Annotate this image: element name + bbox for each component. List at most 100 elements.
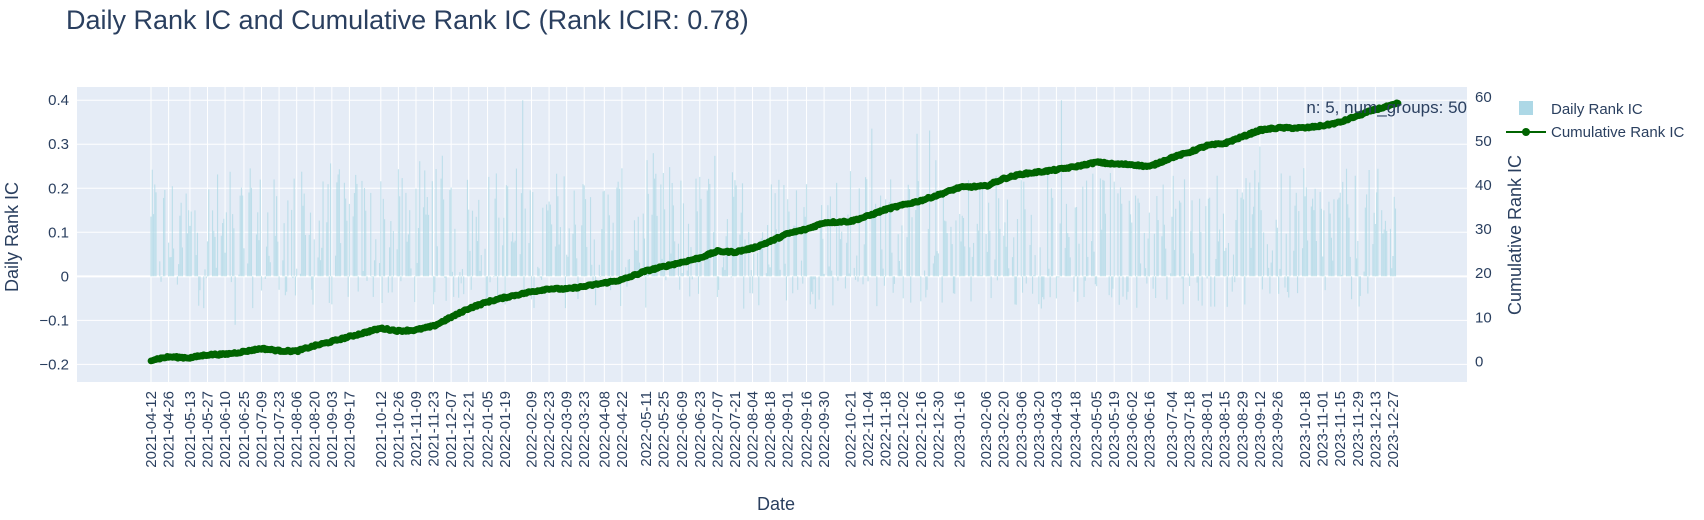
daily-ic-bar <box>1269 276 1271 294</box>
x-tick-label: 2023-03-06 <box>1013 391 1030 468</box>
daily-ic-bar <box>1073 276 1075 292</box>
daily-ic-bar <box>1303 168 1305 277</box>
daily-ic-bar <box>458 276 460 298</box>
daily-ic-bar <box>296 268 298 277</box>
daily-ic-bar <box>664 209 666 277</box>
x-tick-label: 2023-11-15 <box>1332 391 1349 467</box>
legend-item-cumulative-rank-ic[interactable]: Cumulative Rank IC <box>1506 124 1685 141</box>
daily-ic-bar <box>1034 255 1036 277</box>
daily-ic-bar <box>532 192 534 277</box>
daily-ic-bar <box>775 229 777 277</box>
daily-ic-bar <box>803 207 805 277</box>
daily-ic-bar <box>1359 276 1361 296</box>
x-tick-label: 2023-08-29 <box>1234 391 1251 468</box>
legend-swatch-bar <box>1519 101 1533 115</box>
daily-ic-bar <box>881 249 883 277</box>
daily-ic-bar <box>502 245 504 277</box>
legend-label-daily: Daily Rank IC <box>1551 101 1643 118</box>
daily-ic-bar <box>1078 243 1080 277</box>
daily-ic-bar <box>867 276 869 282</box>
daily-ic-bar <box>574 224 577 277</box>
daily-ic-bar <box>397 169 399 277</box>
daily-ic-bar <box>494 198 496 277</box>
legend-item-daily-rank-ic[interactable]: Daily Rank IC <box>1519 101 1643 118</box>
x-tick-label: 2023-03-20 <box>1031 391 1048 468</box>
daily-ic-bar <box>1067 233 1069 277</box>
daily-ic-bar <box>381 276 383 304</box>
daily-ic-bar <box>971 256 973 277</box>
daily-ic-bar <box>216 174 219 277</box>
y-left-tick-label: 0.2 <box>48 180 69 197</box>
daily-ic-bar <box>891 252 893 277</box>
daily-ic-bar <box>1374 223 1376 277</box>
daily-ic-bar <box>484 248 486 277</box>
x-tick-label: 2023-08-15 <box>1217 391 1234 468</box>
daily-ic-bar <box>1219 229 1221 277</box>
daily-ic-bar <box>185 193 187 277</box>
daily-ic-bar <box>1016 219 1019 277</box>
x-tick-label: 2023-11-29 <box>1350 391 1367 467</box>
y-right-tick-label: 10 <box>1475 309 1492 326</box>
daily-ic-bar <box>1312 198 1314 277</box>
daily-ic-bar <box>1280 173 1282 277</box>
daily-ic-bar <box>1122 276 1124 297</box>
daily-ic-bar <box>1268 267 1270 277</box>
daily-ic-bar <box>875 203 877 277</box>
daily-ic-bar <box>872 218 874 277</box>
daily-ic-bar <box>856 255 858 277</box>
daily-ic-bar <box>1153 233 1155 277</box>
daily-ic-bar <box>589 197 592 277</box>
daily-ic-bar <box>1055 276 1057 299</box>
daily-ic-bar <box>1367 276 1369 294</box>
daily-ic-bar <box>1323 210 1325 277</box>
daily-ic-bar <box>1276 227 1279 277</box>
daily-ic-bar <box>150 216 152 277</box>
daily-ic-bar <box>214 236 216 277</box>
daily-ic-bar <box>1084 276 1086 281</box>
daily-ic-bar <box>435 169 437 277</box>
daily-ic-bar <box>302 205 304 277</box>
daily-ic-bar <box>1263 232 1265 277</box>
daily-ic-bar <box>233 228 235 277</box>
daily-ic-bar <box>812 276 814 295</box>
x-tick-label: 2021-06-10 <box>217 391 234 468</box>
daily-ic-bar <box>691 276 693 280</box>
daily-ic-bar <box>998 198 1000 277</box>
daily-ic-bar <box>1333 199 1335 277</box>
daily-ic-bar <box>1192 253 1194 277</box>
daily-ic-bar <box>515 168 518 277</box>
daily-ic-bar <box>581 225 583 277</box>
daily-ic-bar <box>1307 240 1309 277</box>
daily-ic-bar <box>611 250 613 277</box>
daily-ic-bar <box>674 241 676 277</box>
daily-ic-bar <box>441 155 443 277</box>
daily-ic-bar <box>348 203 350 277</box>
daily-ic-bar <box>1250 247 1252 277</box>
daily-ic-bar <box>959 213 961 277</box>
daily-ic-bar <box>584 199 587 277</box>
daily-ic-bar <box>768 264 770 277</box>
daily-ic-bar <box>176 276 178 285</box>
daily-ic-bar <box>169 257 171 277</box>
daily-ic-bar <box>168 242 170 277</box>
daily-ic-bar <box>582 184 584 277</box>
daily-ic-bar <box>695 178 697 277</box>
cumulative-ic-point <box>1394 99 1402 107</box>
x-tick-label: 2022-01-05 <box>480 391 497 468</box>
daily-ic-bar <box>1031 276 1034 294</box>
daily-ic-bar <box>809 276 811 305</box>
daily-ic-bar <box>696 211 698 277</box>
daily-ic-bar <box>1241 192 1243 277</box>
daily-ic-bar <box>1339 192 1341 277</box>
daily-ic-bar <box>1391 268 1393 277</box>
daily-ic-bar <box>743 276 745 309</box>
daily-ic-bar <box>1187 273 1189 277</box>
x-tick-label: 2023-08-01 <box>1199 391 1216 468</box>
daily-ic-bar <box>1313 210 1315 277</box>
daily-ic-bar <box>356 183 358 277</box>
daily-ic-bar <box>697 276 700 294</box>
daily-ic-bar <box>888 202 890 277</box>
daily-ic-bar <box>1004 222 1006 277</box>
daily-ic-bar <box>485 276 487 303</box>
daily-ic-bar <box>1227 242 1230 277</box>
